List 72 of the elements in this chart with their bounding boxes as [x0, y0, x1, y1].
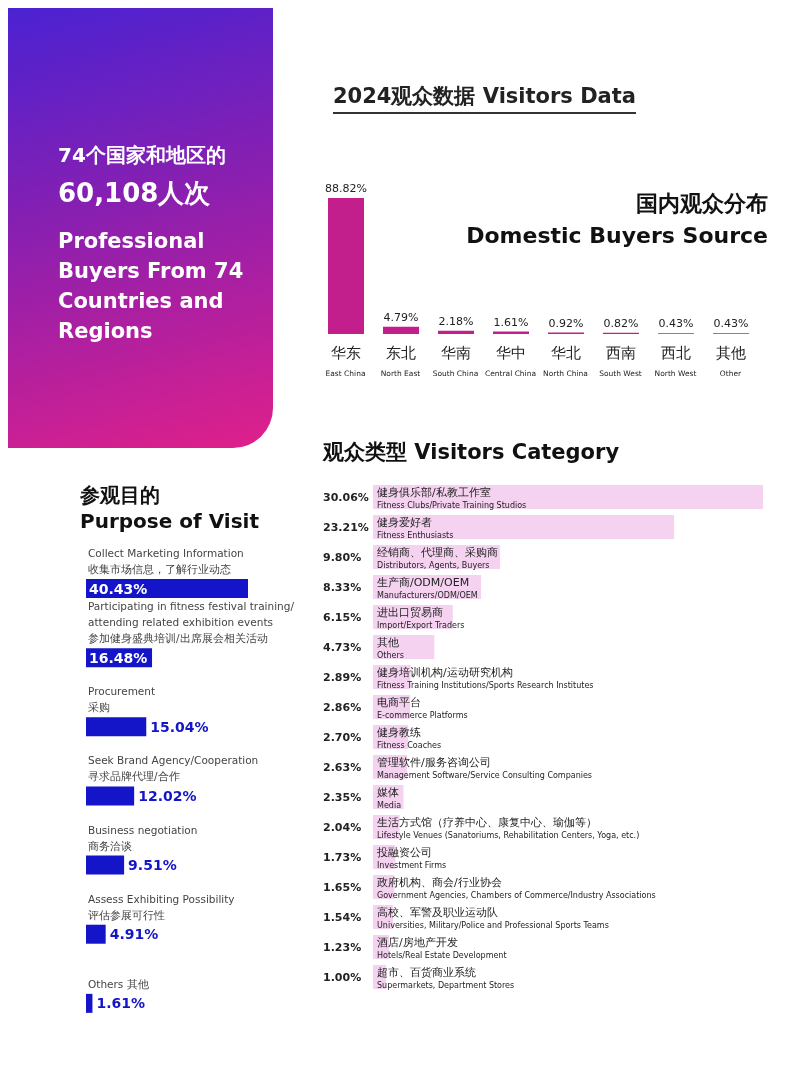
data-label: 40.43% [89, 580, 148, 597]
data-label: 2.89% [323, 671, 362, 684]
data-label: 2.18% [438, 314, 474, 328]
y-tick-label: 其他 Others [377, 636, 404, 660]
data-label: 12.02% [138, 787, 197, 804]
data-label: 1.65% [323, 881, 362, 894]
y-tick-label: 生活方式馆（疗养中心、康复中心、瑜伽等） Lifestyle Venues (Sanatoriums, Rehabilitation Centers, Yoga, etc.) [377, 816, 640, 840]
text: 60,108人次 [58, 177, 212, 210]
y-tick-label: 健身教练 Fitness Coaches [377, 726, 442, 750]
data-label: 8.33% [323, 581, 362, 594]
data-label: 4.79% [383, 310, 419, 324]
chart-title: 参观目的 Purpose of Visit [80, 482, 260, 534]
y-tick-label: 经销商、代理商、采购商 Distributors, Agents, Buyers [377, 546, 498, 570]
data-label: 1.00% [323, 971, 362, 984]
data-label: 30.06% [323, 491, 369, 504]
data-label: 4.91% [109, 926, 159, 943]
data-label: 1.73% [323, 851, 362, 864]
y-tick-label: 高校、军警及职业运动队 Universities, Military/Police and Professional Sports Teams [377, 906, 609, 930]
data-label: 2.04% [323, 821, 362, 834]
bar [86, 924, 106, 944]
data-label: 15.04% [150, 718, 209, 735]
data-label: 88.82% [325, 182, 367, 195]
y-tick-label: 健身俱乐部/私教工作室 Fitness Clubs/Private Training Studios [377, 486, 527, 510]
bar [383, 326, 419, 334]
text: 74个国家和地区的 [58, 142, 227, 169]
data-label: 1.61% [96, 995, 146, 1012]
y-tick-label: 酒店/房地产开发 Hotels/Real Estate Development [377, 936, 507, 960]
bar [86, 717, 147, 737]
data-label: 0.43% [713, 317, 749, 331]
bar [328, 198, 364, 334]
data-label: 0.92% [548, 316, 584, 330]
y-tick-label: 健身爱好者 Fitness Enthusiasts [377, 516, 454, 540]
data-label: 0.43% [658, 317, 694, 331]
data-label: 9.80% [323, 551, 362, 564]
bar [86, 855, 125, 875]
y-tick-label: Procurement 采购 [88, 685, 156, 714]
y-tick-label: Participating in fitness festival training/ attending related exhibition events 参加健身盛典培训/出席展会相关活动 [88, 600, 295, 645]
y-tick-label: Seek Brand Agency/Cooperation 寻求品牌代理/合作 [88, 754, 259, 783]
y-tick-label: 投融资公司 Investment Firms [376, 846, 447, 870]
y-tick-label: Others 其他 [88, 977, 149, 990]
data-label: 0.82% [603, 316, 639, 330]
bar [438, 330, 474, 334]
bar [86, 786, 135, 806]
data-label: 9.51% [128, 857, 177, 874]
data-label: 23.21% [323, 521, 369, 534]
chart-subtitle: 国内观众分布 Domestic Buyers Source [466, 190, 768, 250]
text: Professional Buyers From 74 Countries and Regions [58, 228, 245, 345]
bar [373, 515, 675, 539]
data-label: 4.73% [323, 641, 362, 654]
data-label: 1.23% [323, 941, 362, 954]
data-label: 2.35% [323, 791, 362, 804]
y-tick-label: Business negotiation 商务洽谈 [88, 823, 198, 852]
chart-title: 2024观众数据 Visitors Data [333, 82, 636, 114]
y-tick-label: 管理软件/服务咨询公司 Management Software/Service Consulting Companies [377, 756, 593, 780]
y-tick-label: 进出口贸易商 Import/Export Traders [377, 606, 465, 630]
data-label: 2.70% [323, 731, 362, 744]
data-label: 2.63% [323, 761, 362, 774]
y-tick-label: 健身培训机构/运动研究机构 Fitness Training Institutions/Sports Research Institutes [377, 666, 594, 690]
data-label: 6.15% [323, 611, 362, 624]
chart-title: 观众类型 Visitors Category [323, 439, 621, 466]
data-label: 1.61% [493, 315, 529, 329]
bar [86, 993, 93, 1013]
y-tick-label: Collect Marketing Information 收集市场信息，了解行业动态 [88, 547, 244, 575]
y-tick-label: Assess Exhibiting Possibility 评估参展可行性 [88, 892, 235, 921]
y-tick-label: 生产商/ODM/OEM Manufacturers/ODM/OEM [377, 576, 478, 600]
data-label: 1.54% [323, 911, 362, 924]
data-label: 16.48% [89, 649, 148, 666]
y-tick-label: 媒体 Media [377, 786, 402, 810]
y-tick-label: 电商平台 E-commerce Platforms [377, 696, 468, 720]
y-tick-label: 超市、百货商业系统 Supermarkets, Department Stores [377, 966, 515, 990]
y-tick-label: 政府机构、商会/行业协会 Government Agencies, Chambers of Commerce/Industry Associations [377, 876, 656, 900]
data-label: 2.86% [323, 701, 362, 714]
